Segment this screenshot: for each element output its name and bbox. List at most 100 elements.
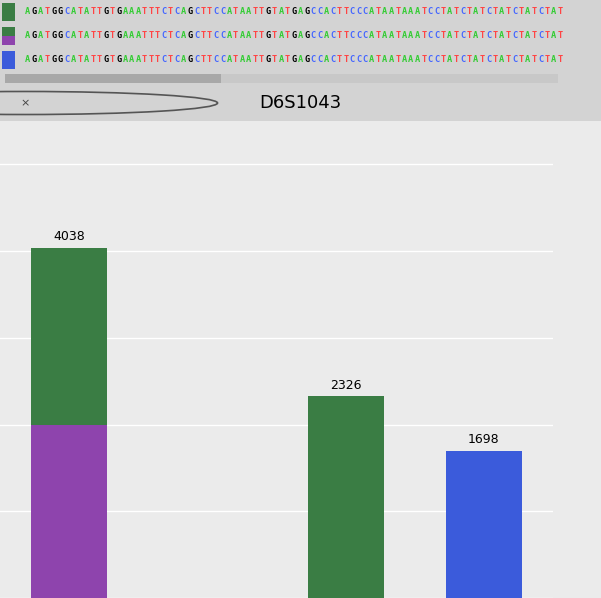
Text: A: A bbox=[123, 32, 128, 41]
Text: T: T bbox=[155, 32, 160, 41]
Text: T: T bbox=[168, 56, 173, 65]
Text: G: G bbox=[32, 8, 37, 17]
Text: A: A bbox=[25, 32, 31, 41]
Text: A: A bbox=[499, 32, 504, 41]
Text: T: T bbox=[531, 8, 537, 17]
Text: T: T bbox=[421, 56, 427, 65]
Text: A: A bbox=[415, 32, 420, 41]
Text: A: A bbox=[324, 8, 329, 17]
Text: A: A bbox=[25, 56, 31, 65]
Text: T: T bbox=[168, 32, 173, 41]
Text: G: G bbox=[304, 56, 310, 65]
Text: A: A bbox=[181, 56, 186, 65]
Text: C: C bbox=[174, 32, 180, 41]
Text: C: C bbox=[174, 56, 180, 65]
Text: G: G bbox=[188, 8, 193, 17]
Text: C: C bbox=[64, 32, 70, 41]
Text: T: T bbox=[531, 32, 537, 41]
Text: G: G bbox=[291, 56, 297, 65]
Text: A: A bbox=[415, 56, 420, 65]
Text: C: C bbox=[428, 56, 433, 65]
Text: A: A bbox=[369, 56, 374, 65]
Text: G: G bbox=[103, 32, 108, 41]
Text: T: T bbox=[531, 56, 537, 65]
Text: T: T bbox=[558, 56, 563, 65]
Text: T: T bbox=[90, 8, 96, 17]
Text: C: C bbox=[538, 8, 543, 17]
Text: G: G bbox=[291, 32, 297, 41]
Text: A: A bbox=[382, 32, 388, 41]
Text: A: A bbox=[227, 32, 232, 41]
Text: A: A bbox=[401, 32, 407, 41]
Text: C: C bbox=[434, 56, 439, 65]
Text: T: T bbox=[155, 8, 160, 17]
Text: A: A bbox=[447, 8, 453, 17]
Text: T: T bbox=[201, 8, 206, 17]
Text: 1698: 1698 bbox=[468, 433, 499, 446]
Text: 2326: 2326 bbox=[330, 379, 361, 392]
Text: C: C bbox=[428, 32, 433, 41]
Text: T: T bbox=[207, 56, 212, 65]
Text: A: A bbox=[136, 56, 141, 65]
Text: A: A bbox=[324, 56, 329, 65]
Text: A: A bbox=[389, 8, 394, 17]
Text: T: T bbox=[376, 32, 381, 41]
Text: C: C bbox=[174, 8, 180, 17]
Text: T: T bbox=[259, 8, 264, 17]
Text: A: A bbox=[401, 56, 407, 65]
Text: A: A bbox=[499, 56, 504, 65]
Text: A: A bbox=[246, 8, 251, 17]
Text: A: A bbox=[473, 56, 478, 65]
Text: T: T bbox=[337, 56, 342, 65]
Text: T: T bbox=[90, 56, 96, 65]
Text: A: A bbox=[181, 8, 186, 17]
Text: C: C bbox=[460, 8, 465, 17]
Text: C: C bbox=[512, 32, 517, 41]
Text: A: A bbox=[123, 56, 128, 65]
Text: T: T bbox=[207, 8, 212, 17]
Text: A: A bbox=[408, 8, 413, 17]
Text: A: A bbox=[369, 8, 374, 17]
Text: T: T bbox=[148, 32, 154, 41]
Text: A: A bbox=[473, 32, 478, 41]
Text: A: A bbox=[278, 8, 284, 17]
Text: C: C bbox=[64, 8, 70, 17]
Text: T: T bbox=[148, 56, 154, 65]
Text: A: A bbox=[38, 8, 43, 17]
Text: A: A bbox=[84, 32, 89, 41]
Text: T: T bbox=[493, 32, 498, 41]
Text: T: T bbox=[97, 56, 102, 65]
Text: T: T bbox=[285, 56, 290, 65]
Text: A: A bbox=[129, 32, 135, 41]
Text: T: T bbox=[201, 32, 206, 41]
Text: C: C bbox=[363, 56, 368, 65]
Text: T: T bbox=[395, 32, 400, 41]
Bar bbox=[5, 74, 558, 83]
Text: C: C bbox=[162, 32, 167, 41]
Text: T: T bbox=[454, 8, 459, 17]
Text: T: T bbox=[272, 8, 277, 17]
Text: T: T bbox=[454, 32, 459, 41]
Text: C: C bbox=[356, 56, 362, 65]
Text: T: T bbox=[519, 56, 524, 65]
Text: C: C bbox=[311, 8, 316, 17]
Text: A: A bbox=[525, 8, 530, 17]
Text: A: A bbox=[382, 56, 388, 65]
Text: C: C bbox=[220, 32, 225, 41]
Text: A: A bbox=[123, 8, 128, 17]
Text: C: C bbox=[486, 32, 492, 41]
Text: C: C bbox=[434, 32, 439, 41]
Text: T: T bbox=[44, 8, 50, 17]
Text: A: A bbox=[324, 32, 329, 41]
Text: A: A bbox=[298, 8, 303, 17]
Text: C: C bbox=[538, 56, 543, 65]
Text: A: A bbox=[25, 8, 31, 17]
Text: C: C bbox=[162, 56, 167, 65]
Text: T: T bbox=[272, 56, 277, 65]
Text: T: T bbox=[90, 32, 96, 41]
Text: T: T bbox=[142, 8, 147, 17]
Text: A: A bbox=[551, 8, 557, 17]
Text: A: A bbox=[382, 8, 388, 17]
Text: C: C bbox=[311, 32, 316, 41]
Text: G: G bbox=[266, 56, 270, 65]
